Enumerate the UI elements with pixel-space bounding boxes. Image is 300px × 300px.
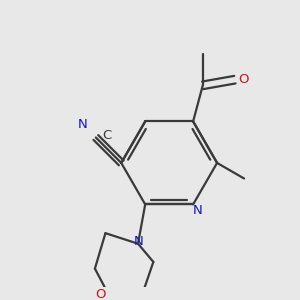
Text: O: O [238,73,249,86]
Text: N: N [78,118,88,131]
Text: N: N [193,204,203,217]
Text: O: O [95,289,105,300]
Text: C: C [102,129,111,142]
Text: N: N [134,235,144,248]
